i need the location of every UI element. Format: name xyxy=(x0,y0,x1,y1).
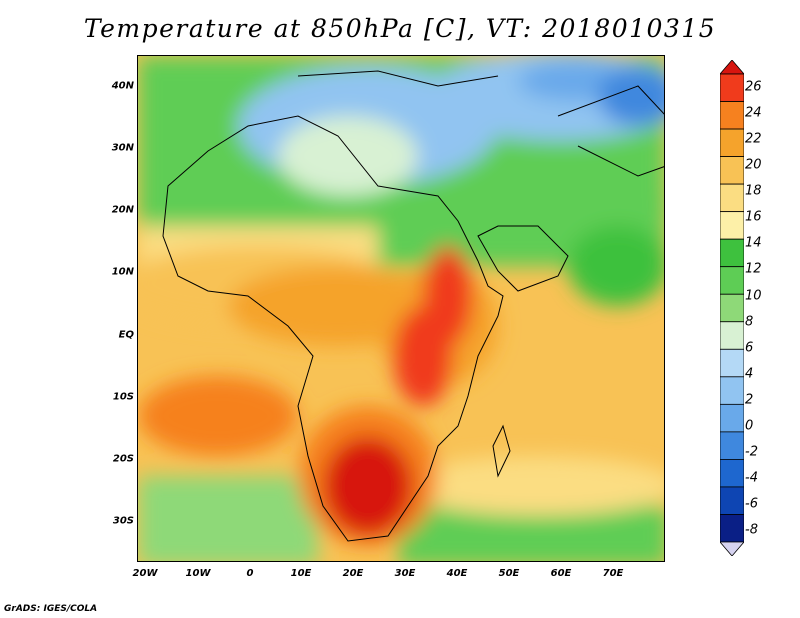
colorbar-cell xyxy=(720,211,744,240)
colorbar-label: 10 xyxy=(745,288,762,304)
colorbar-cell xyxy=(720,238,744,268)
colorbar-cell xyxy=(720,321,744,350)
colorbar-cell xyxy=(720,183,744,213)
lon-label-50e: 50E xyxy=(498,568,520,579)
colorbar-cell xyxy=(720,156,744,185)
colorbar-label: -2 xyxy=(745,444,758,460)
temperature-field xyxy=(138,56,664,561)
lon-label-30e: 30E xyxy=(394,568,416,579)
colorbar xyxy=(720,60,744,556)
lon-label-70e: 70E xyxy=(602,568,624,579)
lon-label-60e: 60E xyxy=(550,568,572,579)
colorbar-cell xyxy=(720,514,744,543)
colorbar-cell xyxy=(720,266,744,295)
colorbar-cell xyxy=(720,486,744,515)
colorbar-label: 6 xyxy=(745,340,754,356)
colorbar-label: -6 xyxy=(745,496,758,512)
colorbar-cell xyxy=(720,128,744,157)
chart-title: Temperature at 850hPa [C], VT: 201801031… xyxy=(83,14,717,43)
colorbar-label: 18 xyxy=(745,183,762,199)
lat-label-20n: 20N xyxy=(111,204,134,216)
lon-label-40e: 40E xyxy=(446,568,468,579)
grads-credit: GrADS: IGES/COLA xyxy=(4,604,98,614)
colorbar-cell xyxy=(720,293,744,323)
colorbar-label: 24 xyxy=(745,105,762,121)
colorbar-cell xyxy=(720,348,744,378)
colorbar-label: 2 xyxy=(745,392,754,408)
lat-label-30s: 30S xyxy=(112,515,134,527)
colorbar-cell xyxy=(720,541,744,556)
colorbar-label: 12 xyxy=(745,261,762,277)
colorbar-cell xyxy=(720,403,744,433)
colorbar-cell xyxy=(720,60,744,75)
lon-label-0: 0 xyxy=(246,568,254,579)
colorbar-label: 0 xyxy=(745,418,754,434)
colorbar-cell xyxy=(720,459,744,488)
colorbar-label: 16 xyxy=(745,209,762,225)
lat-label-30n: 30N xyxy=(111,142,134,154)
lon-label-20e: 20E xyxy=(342,568,364,579)
lon-label-20w: 20W xyxy=(132,568,158,579)
coastline-borders xyxy=(162,70,664,542)
colorbar-label: 20 xyxy=(745,157,762,173)
colorbar-cell xyxy=(720,431,744,460)
colorbar-cell xyxy=(720,73,744,102)
lon-label-10w: 10W xyxy=(185,568,211,579)
lat-label-40n: 40N xyxy=(111,80,134,92)
colorbar-label: -8 xyxy=(745,522,758,538)
colorbar-cell xyxy=(720,101,744,130)
colorbar-cell xyxy=(720,376,744,405)
colorbar-label: 8 xyxy=(745,314,754,330)
lat-label-10s: 10S xyxy=(112,391,134,403)
map-plot-area xyxy=(137,55,665,562)
lon-label-10e: 10E xyxy=(290,568,312,579)
colorbar-label: 22 xyxy=(745,131,762,147)
colorbar-label: 26 xyxy=(745,79,762,95)
lat-label-eq: EQ xyxy=(118,329,134,341)
lat-label-20s: 20S xyxy=(112,453,134,465)
lat-label-10n: 10N xyxy=(111,266,134,278)
colorbar-label: 4 xyxy=(745,366,754,382)
colorbar-label: 14 xyxy=(745,235,762,251)
colorbar-label: -4 xyxy=(745,470,758,486)
